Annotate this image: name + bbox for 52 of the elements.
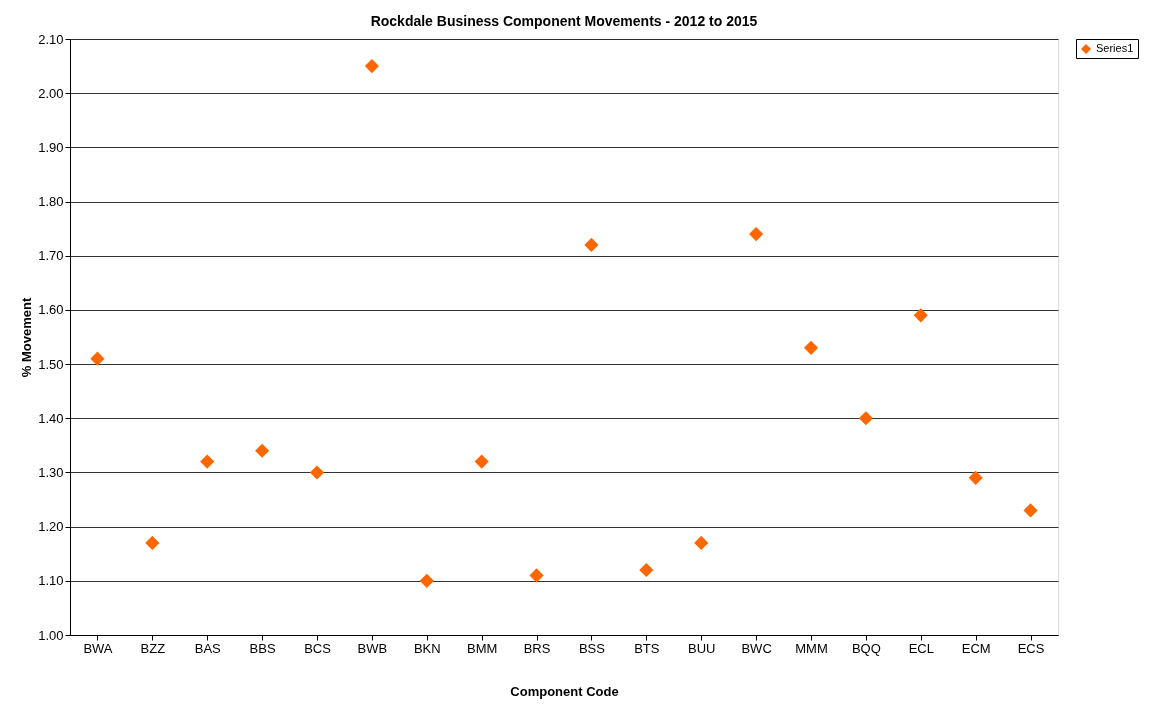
- x-tick-label: BSS: [578, 640, 606, 656]
- y-tick-label: 1.50: [38, 356, 64, 372]
- point: [145, 535, 160, 550]
- point: [309, 465, 325, 480]
- x-tick-label: MMM: [795, 640, 828, 656]
- y-tick-label: 1.10: [38, 573, 64, 589]
- point: [200, 454, 215, 469]
- x-tick-label: BCS: [304, 640, 332, 656]
- x-axis-title: Component Code: [510, 683, 619, 699]
- x-tick-label: BKN: [413, 640, 441, 656]
- x-tick-label: BTS: [634, 640, 660, 656]
- chart-title: Rockdale Business Component Movements - 2012 to 2015: [370, 13, 758, 29]
- point: [858, 411, 873, 426]
- x-tick-label: BMM: [466, 640, 498, 656]
- point: [474, 454, 489, 469]
- x-tick-label: BWB: [357, 640, 388, 656]
- x-tick-label: ECL: [908, 640, 934, 656]
- x-tick-label: BAS: [194, 640, 222, 656]
- point: [255, 443, 270, 458]
- y-tick-label: 1.40: [38, 410, 64, 426]
- x-tick-label: ECM: [961, 640, 991, 656]
- y-tick-label: 1.20: [38, 519, 64, 535]
- point: [1023, 503, 1038, 518]
- y-tick-label: 1.60: [38, 302, 64, 318]
- point: [803, 340, 819, 355]
- x-tick-label: BBS: [249, 640, 276, 656]
- y-tick-label: 1.00: [38, 627, 64, 643]
- y-axis-title: % Movement: [19, 297, 35, 378]
- point: [364, 59, 379, 74]
- point: [90, 351, 105, 366]
- x-tick-label: BWC: [741, 640, 772, 656]
- y-tick-label: 1.80: [38, 194, 64, 210]
- point: [694, 535, 709, 550]
- point: [529, 568, 544, 583]
- x-tick-label: BWA: [83, 640, 113, 656]
- point: [584, 237, 599, 252]
- point: [639, 562, 654, 578]
- x-tick-label: ECS: [1017, 640, 1045, 656]
- legend-label: Series1: [1096, 42, 1134, 54]
- point: [913, 308, 928, 323]
- y-tick-label: 2.10: [38, 31, 64, 47]
- point: [749, 226, 764, 242]
- y-tick-label: 1.30: [38, 464, 64, 480]
- x-tick-label: BQQ: [851, 640, 881, 656]
- x-tick-label: BZZ: [140, 640, 166, 656]
- y-tick-label: 1.70: [38, 248, 64, 264]
- y-tick-label: 2.00: [38, 85, 64, 101]
- x-tick-label: BRS: [523, 640, 551, 656]
- x-tick-label: BUU: [688, 640, 716, 656]
- point: [419, 573, 434, 588]
- point: [968, 470, 983, 485]
- y-tick-label: 1.90: [38, 139, 64, 155]
